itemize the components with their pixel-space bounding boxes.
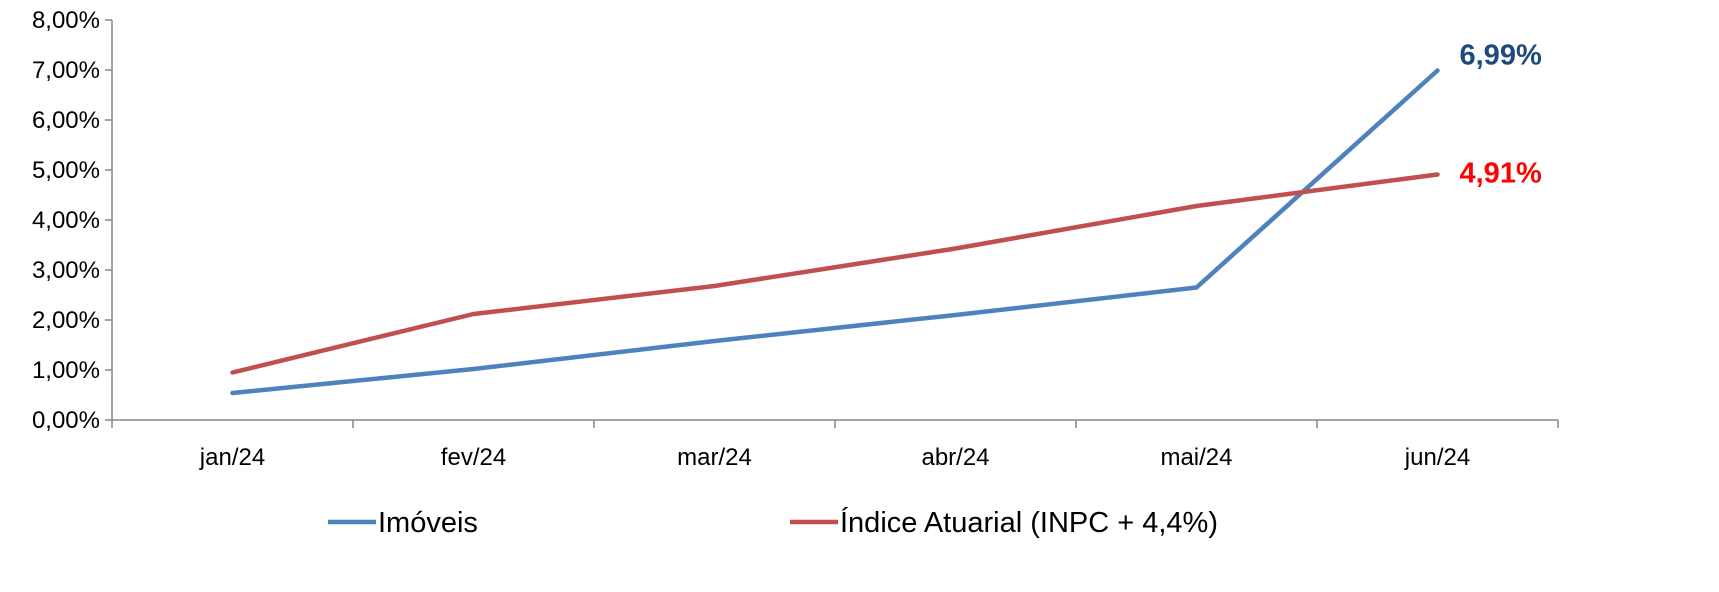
y-tick-label: 0,00% <box>32 407 100 434</box>
axes <box>105 19 1559 428</box>
series-lines <box>230 68 1440 396</box>
data-label: 6,99% <box>1460 40 1542 72</box>
legend-entry: Imóveis <box>378 507 478 539</box>
y-tick-label: 6,00% <box>32 107 100 134</box>
series-line-indice-atuarial <box>230 172 1440 375</box>
x-axis-tick-labels: jan/24 fev/24 mar/24 abr/24 mai/24 jun/24 <box>199 444 1470 471</box>
y-tick-label: 7,00% <box>32 57 100 84</box>
x-tick-label: fev/24 <box>441 444 506 471</box>
x-tick-label: mar/24 <box>677 444 752 471</box>
x-tick-label: jun/24 <box>1404 444 1470 471</box>
y-tick-label: 1,00% <box>32 357 100 384</box>
y-tick-label: 2,00% <box>32 307 100 334</box>
end-labels: 6,99% 4,91% <box>1460 40 1542 190</box>
y-tick-label: 4,00% <box>32 207 100 234</box>
legend-entry: Índice Atuarial (INPC + 4,4%) <box>840 506 1218 539</box>
legend: Imóveis Índice Atuarial (INPC + 4,4%) <box>328 506 1218 539</box>
y-tick-label: 8,00% <box>32 7 100 34</box>
data-label: 4,91% <box>1460 158 1542 190</box>
y-axis-tick-labels: 0,00% 1,00% 2,00% 3,00% 4,00% 5,00% 6,00% 7,00%… <box>32 7 100 434</box>
x-tick-label: jan/24 <box>199 444 265 471</box>
y-tick-label: 5,00% <box>32 157 100 184</box>
y-tick-label: 3,00% <box>32 257 100 284</box>
x-tick-label: mai/24 <box>1160 444 1232 471</box>
series-line-imoveis <box>230 68 1440 396</box>
x-tick-label: abr/24 <box>921 444 989 471</box>
